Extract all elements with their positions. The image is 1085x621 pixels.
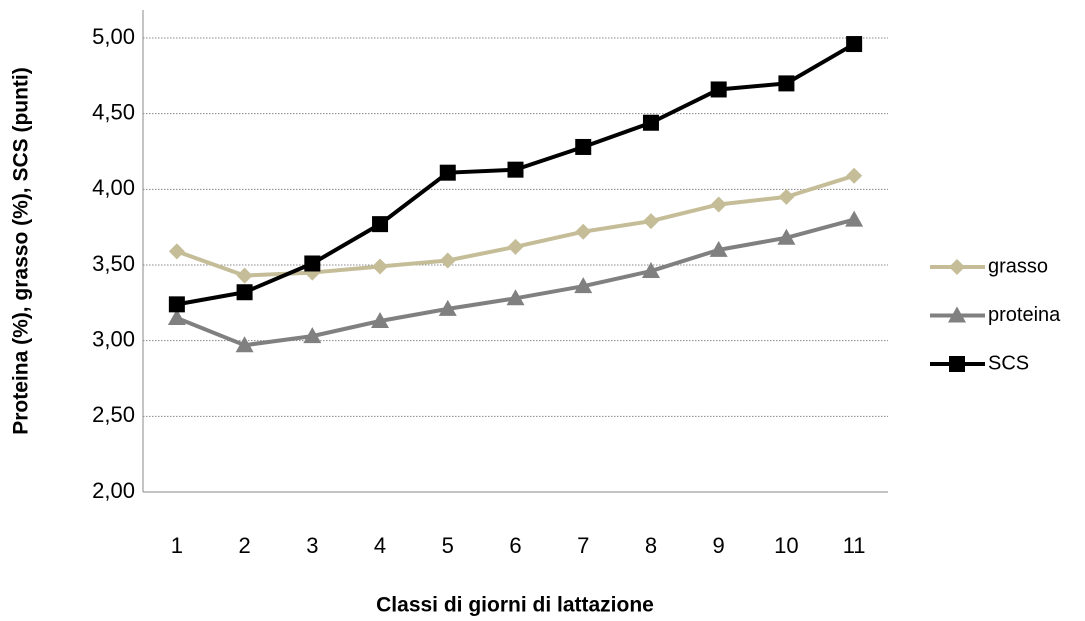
legend-label: SCS xyxy=(988,352,1029,374)
x-tick-label: 7 xyxy=(577,533,589,558)
x-tick-label: 9 xyxy=(713,533,725,558)
x-axis-title: Classi di giorni di lattazione xyxy=(376,594,654,617)
marker xyxy=(439,252,456,269)
x-tick-label: 4 xyxy=(374,533,386,558)
marker xyxy=(167,308,186,325)
marker xyxy=(777,228,796,245)
series-line xyxy=(176,173,855,278)
x-tick-label: 1 xyxy=(171,533,183,558)
marker xyxy=(304,255,321,272)
y-tick-label: 4,00 xyxy=(92,175,135,200)
marker xyxy=(575,223,592,240)
marker xyxy=(372,216,389,233)
x-tick-label: 5 xyxy=(442,533,454,558)
marker xyxy=(846,167,863,184)
marker xyxy=(168,296,185,313)
marker xyxy=(642,114,659,131)
x-tick-label: 6 xyxy=(509,533,521,558)
y-tick-label: 4,50 xyxy=(92,99,135,124)
y-tick-label: 2,50 xyxy=(92,402,135,427)
series-line xyxy=(176,217,855,348)
marker xyxy=(709,240,728,257)
x-tick-label: 11 xyxy=(843,533,866,558)
marker xyxy=(846,36,863,53)
legend-label: proteina xyxy=(988,304,1061,326)
marker xyxy=(507,238,524,255)
y-tick-label: 3,00 xyxy=(92,326,135,351)
y-tick-label: 2,00 xyxy=(92,478,135,503)
marker xyxy=(168,243,185,260)
y-axis-title: Proteina (%), grasso (%), SCS (punti) xyxy=(10,67,33,435)
marker xyxy=(845,210,864,227)
marker xyxy=(778,188,795,205)
x-tick-label: 2 xyxy=(238,533,250,558)
marker xyxy=(949,356,965,372)
marker xyxy=(507,161,524,178)
x-tick-label: 10 xyxy=(774,533,798,558)
marker xyxy=(236,267,253,284)
marker xyxy=(236,284,253,301)
marker xyxy=(949,259,965,275)
y-tick-label: 3,50 xyxy=(92,251,135,276)
marker xyxy=(642,213,659,230)
marker xyxy=(506,289,525,306)
marker xyxy=(372,258,389,275)
marker xyxy=(303,327,322,344)
y-tick-label: 5,00 xyxy=(92,24,135,49)
x-tick-label: 3 xyxy=(306,533,318,558)
x-tick-label: 8 xyxy=(645,533,657,558)
marker xyxy=(948,306,966,323)
marker xyxy=(235,336,254,353)
marker xyxy=(575,138,592,155)
marker xyxy=(438,299,457,316)
marker xyxy=(778,75,795,92)
marker xyxy=(710,196,727,213)
marker xyxy=(574,277,593,294)
marker xyxy=(439,164,456,181)
marker xyxy=(641,262,660,279)
marker xyxy=(371,311,390,328)
legend-label: grasso xyxy=(988,255,1048,277)
marker xyxy=(710,81,727,98)
